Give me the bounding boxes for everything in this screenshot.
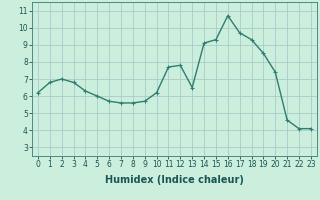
X-axis label: Humidex (Indice chaleur): Humidex (Indice chaleur) [105, 175, 244, 185]
